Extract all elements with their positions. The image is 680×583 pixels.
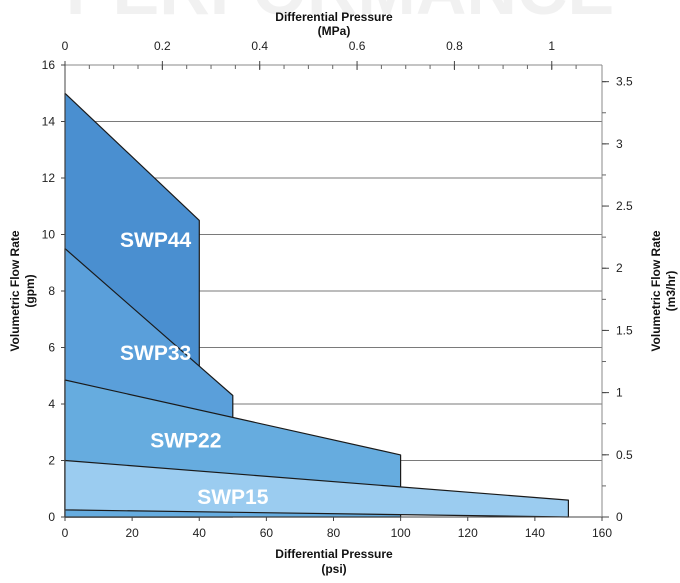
x-axis-title-line1: Differential Pressure (275, 547, 393, 561)
y-tick-label-2: 2 (48, 454, 55, 468)
y2-tick-label-3: 3 (616, 137, 623, 151)
x2-axis-title-line1: Differential Pressure (275, 10, 393, 24)
y2-tick-label-1.5: 1.5 (616, 323, 633, 337)
region-labels: SWP44 SWP33 SWP22 SWP15 (120, 229, 269, 509)
y-tick-label-0: 0 (48, 510, 55, 524)
x-tick-label-80: 80 (327, 526, 341, 540)
y2-axis-title-line2: (m3/hr) (664, 271, 678, 312)
y-tick-label-10: 10 (42, 228, 56, 242)
flow-regions (64, 92, 570, 518)
x2-tick-label-0.8: 0.8 (446, 39, 463, 53)
x-axis-title-line2: (psi) (321, 562, 346, 576)
y-tick-label-6: 6 (48, 341, 55, 355)
y2-axis-title-line1: Volumetric Flow Rate (649, 230, 663, 351)
x2-tick-label-0.4: 0.4 (251, 39, 268, 53)
x2-tick-label-0.2: 0.2 (154, 39, 171, 53)
y2-tick-label-2.5: 2.5 (616, 199, 633, 213)
region-label-swp33: SWP33 (120, 342, 191, 365)
x-tick-label-100: 100 (391, 526, 411, 540)
y-tick-label-8: 8 (48, 284, 55, 298)
x-tick-label-120: 120 (458, 526, 478, 540)
region-label-swp15: SWP15 (197, 486, 269, 509)
x-tick-label-140: 140 (525, 526, 545, 540)
y-tick-label-14: 14 (42, 115, 56, 129)
y2-tick-label-2: 2 (616, 261, 623, 275)
x-tick-label-20: 20 (125, 526, 139, 540)
y-axis-title-line1: Volumetric Flow Rate (8, 230, 22, 351)
x2-tick-label-1: 1 (548, 39, 555, 53)
y2-tick-label-1: 1 (616, 386, 623, 400)
x2-tick-label-0: 0 (62, 39, 69, 53)
y-tick-label-12: 12 (42, 171, 56, 185)
region-label-swp22: SWP22 (150, 430, 221, 453)
x-tick-label-60: 60 (260, 526, 274, 540)
x2-axis-title-line2: (MPa) (318, 24, 351, 38)
x-tick-label-160: 160 (592, 526, 612, 540)
y2-tick-label-0: 0 (616, 510, 623, 524)
x2-tick-label-0.6: 0.6 (349, 39, 366, 53)
x-tick-label-40: 40 (193, 526, 207, 540)
y-tick-label-16: 16 (42, 58, 56, 72)
watermark-text: PERFORMANCE (66, 0, 614, 29)
y2-tick-label-0.5: 0.5 (616, 448, 633, 462)
y-tick-label-4: 4 (48, 397, 55, 411)
y2-tick-label-3.5: 3.5 (616, 75, 633, 89)
x-tick-label-0: 0 (62, 526, 69, 540)
region-label-swp44: SWP44 (120, 229, 192, 252)
y-axis-title-line2: (gpm) (23, 274, 37, 307)
